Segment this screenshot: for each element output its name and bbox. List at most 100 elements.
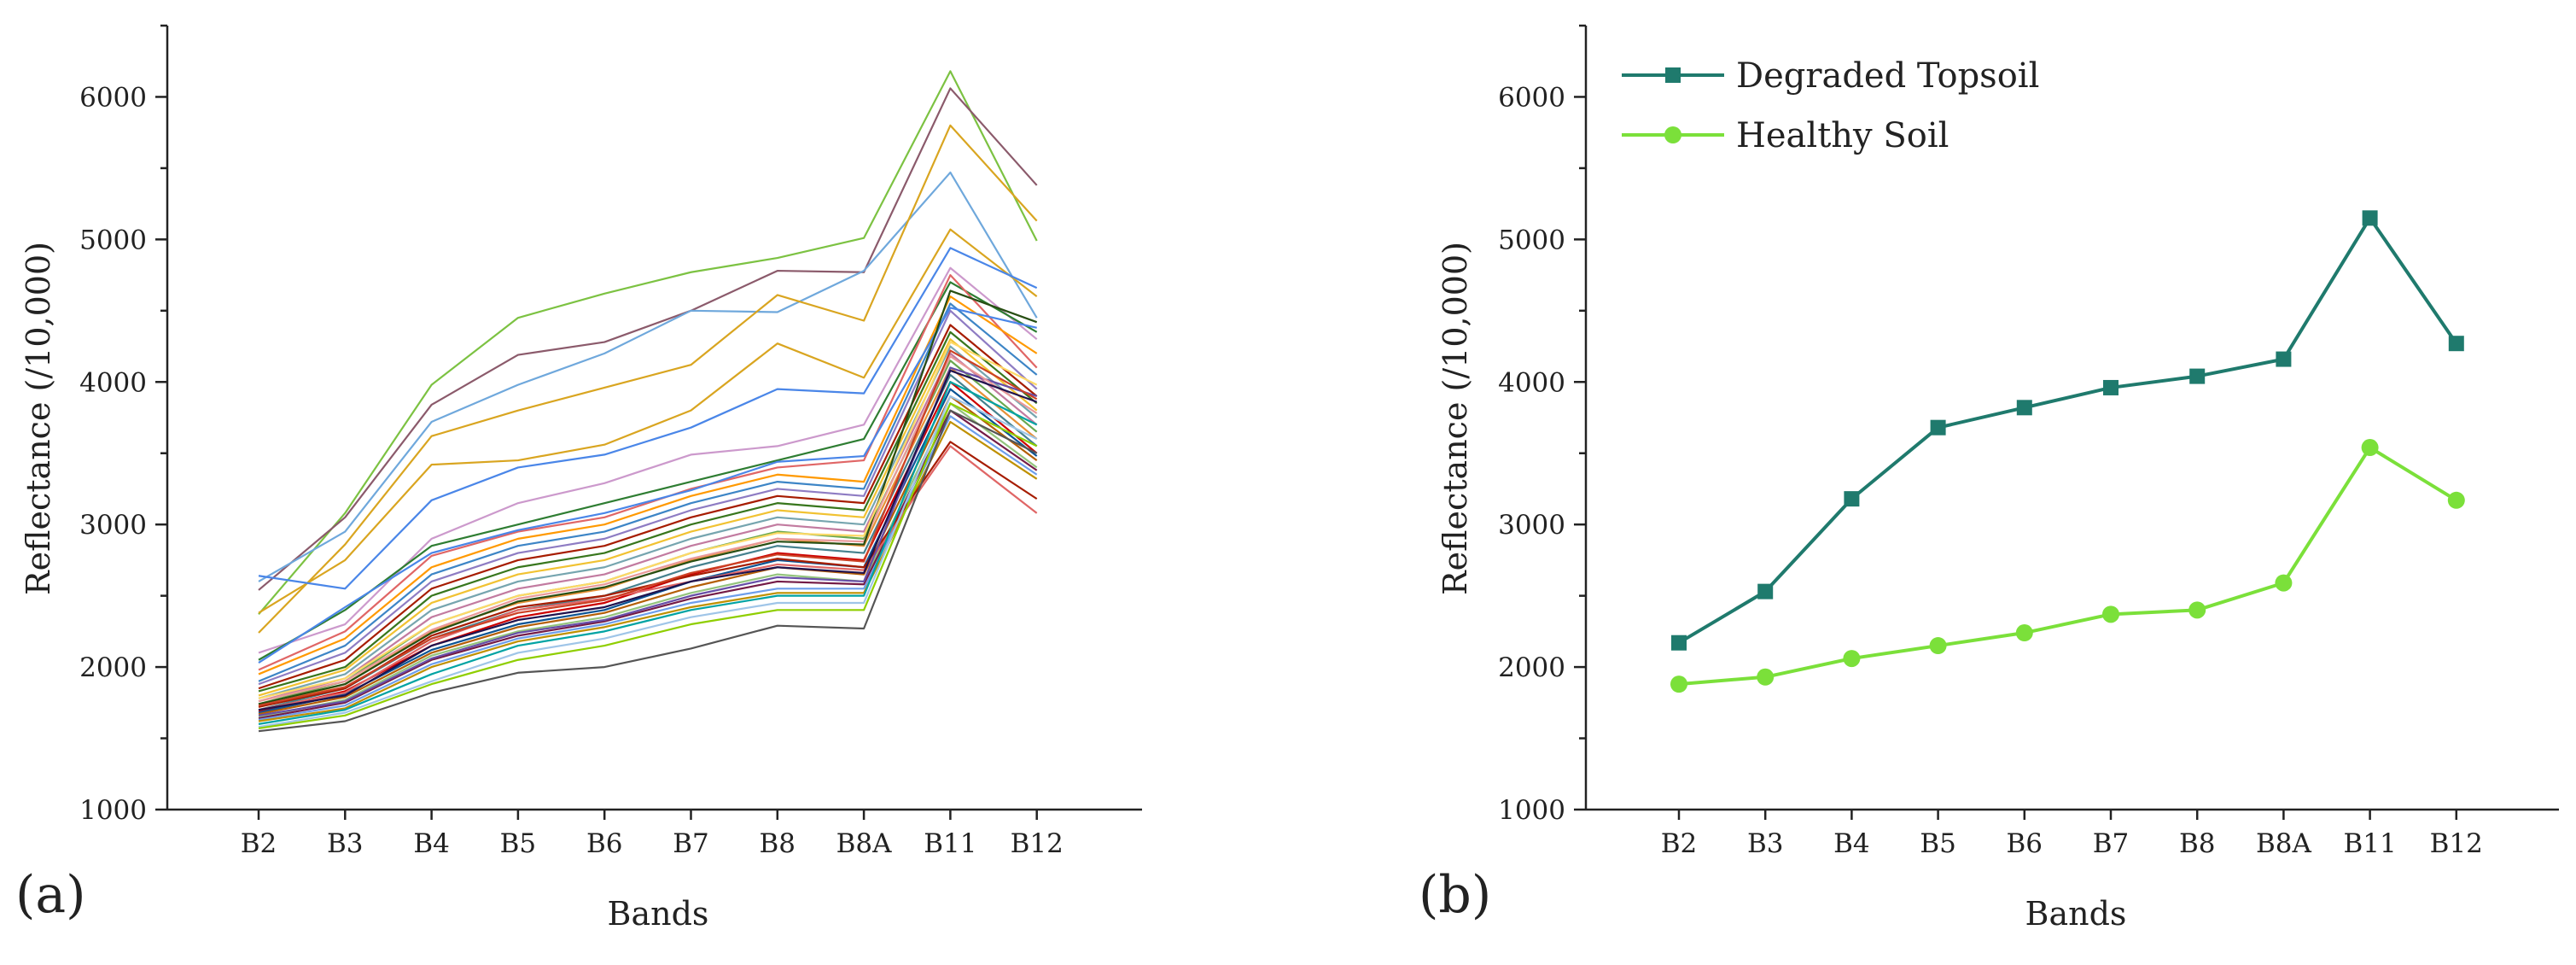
x-axis-title: Bands: [2025, 895, 2127, 933]
sample-spectrum-line: [258, 247, 1038, 590]
series-line: [258, 366, 1038, 716]
series-line: [258, 395, 1038, 716]
sample-spectrum-line: [258, 338, 1038, 697]
sample-spectrum-line: [258, 395, 1038, 728]
x-tick-label: B3: [1747, 828, 1784, 859]
data-point-marker: [1930, 419, 1946, 436]
series-line: [258, 395, 1038, 728]
x-tick-label: B7: [2093, 828, 2130, 859]
series-line: [258, 87, 1038, 591]
data-point-marker: [1757, 583, 1774, 599]
y-tick-label: 4000: [1498, 367, 1565, 398]
series-line: [258, 330, 1038, 693]
data-point-marker: [2188, 601, 2206, 619]
y-axis-title: Reflectance (/10,000): [1437, 242, 1474, 595]
series-healthy-soil: [1670, 439, 2465, 693]
y-tick-label: 4000: [79, 367, 147, 398]
legend-marker: [1665, 67, 1681, 83]
sample-spectrum-line: [258, 415, 1038, 721]
sample-spectrum-line: [258, 366, 1038, 716]
sample-spectrum-line: [258, 281, 1038, 661]
sample-spectrum-line: [258, 402, 1038, 729]
panel-label: (b): [1419, 865, 1491, 925]
sample-spectrum-line: [258, 341, 1038, 699]
x-tick-label: B12: [2430, 828, 2483, 859]
series-line: [258, 273, 1038, 671]
data-point-marker: [2189, 368, 2206, 384]
series-line: [258, 124, 1038, 634]
series-line: [258, 70, 1038, 616]
sample-spectrum-line: [258, 273, 1038, 671]
series-line: [258, 302, 1038, 682]
series-line: [258, 341, 1038, 699]
x-tick-label: B8A: [2256, 828, 2312, 859]
series-line: [258, 247, 1038, 590]
data-point-marker: [2016, 400, 2032, 416]
data-point-marker: [1844, 491, 1860, 507]
legend: Degraded Topsoil Healthy Soil: [1622, 56, 2039, 155]
series-line: [258, 309, 1038, 686]
x-tick-label: B6: [2007, 828, 2043, 859]
series-line: [1678, 446, 2457, 687]
sample-spectrum-line: [258, 124, 1038, 634]
y-tick-label: 3000: [1498, 510, 1565, 541]
y-tick-label: 1000: [1498, 795, 1565, 826]
sample-spectrum-line: [258, 307, 1037, 664]
legend-item: Degraded Topsoil: [1622, 56, 2039, 96]
sample-spectrum-line: [258, 309, 1038, 686]
sample-spectrum-line: [258, 352, 1038, 703]
x-tick-label: B11: [924, 828, 976, 859]
legend-item: Healthy Soil: [1622, 116, 1949, 155]
y-tick-label: 3000: [79, 510, 147, 541]
x-tick-label: B12: [1011, 828, 1064, 859]
y-tick-label: 2000: [1498, 652, 1565, 683]
x-tick-label: B4: [413, 828, 450, 859]
series-line: [258, 338, 1038, 697]
x-tick-label: B4: [1833, 828, 1870, 859]
sample-spectrum-line: [258, 402, 1038, 718]
series-line: [258, 345, 1038, 699]
y-tick-label: 6000: [1498, 82, 1565, 113]
x-tick-label: B5: [500, 828, 537, 859]
sample-spectrum-line: [258, 302, 1038, 682]
series-degraded-topsoil: [1671, 210, 2464, 651]
data-point-marker: [2102, 605, 2119, 623]
sample-spectrum-line: [258, 349, 1038, 707]
sample-spectrum-line: [258, 228, 1038, 614]
x-axis-title: Bands: [608, 895, 709, 933]
data-point-marker: [1843, 650, 1861, 668]
sample-spectrum-line: [258, 345, 1038, 699]
series-line: [258, 295, 1038, 676]
panel-label: (a): [15, 865, 86, 925]
data-point-marker: [1671, 635, 1687, 651]
data-point-marker: [2015, 624, 2033, 642]
data-point-marker: [1757, 668, 1775, 686]
sample-spectrum-line: [258, 266, 1038, 654]
series-line: [258, 349, 1038, 707]
x-tick-label: B2: [241, 828, 277, 859]
legend-marker: [1664, 126, 1681, 143]
y-tick-label: 5000: [1498, 225, 1565, 255]
sample-spectrum-line: [258, 388, 1038, 714]
data-point-marker: [2103, 379, 2118, 395]
x-tick-label: B11: [2343, 828, 2396, 859]
series-line: [1677, 216, 2458, 645]
series-line: [258, 352, 1038, 703]
sample-spectrum-line: [258, 324, 1038, 690]
sample-spectrum-line: [258, 87, 1038, 591]
y-axis-title: Reflectance (/10,000): [20, 242, 57, 595]
series-line: [258, 415, 1038, 721]
data-point-marker: [1929, 637, 1947, 655]
series-line: [258, 402, 1038, 718]
data-point-marker: [2276, 351, 2292, 367]
x-tick-label: B5: [1920, 828, 1956, 859]
data-point-marker: [1670, 676, 1687, 693]
sample-spectrum-line: [258, 369, 1038, 711]
sample-spectrum-line: [258, 330, 1038, 693]
sample-spectrum-line: [258, 355, 1038, 703]
data-point-marker: [2361, 439, 2379, 457]
series-line: [258, 381, 1038, 725]
data-point-marker: [2275, 574, 2293, 592]
x-tick-label: B2: [1661, 828, 1698, 859]
